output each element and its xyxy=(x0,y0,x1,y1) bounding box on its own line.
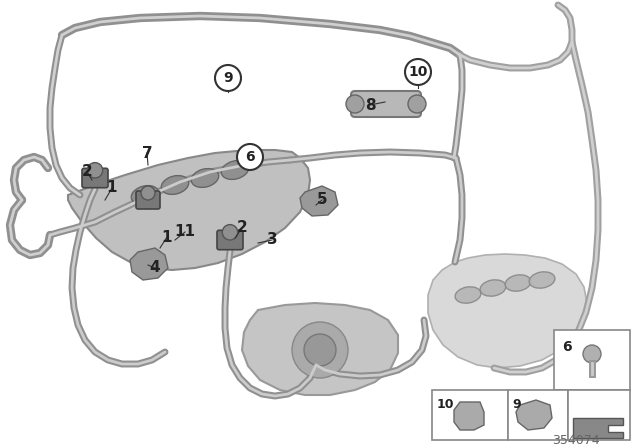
Ellipse shape xyxy=(191,168,219,187)
Circle shape xyxy=(346,95,364,113)
Text: 5: 5 xyxy=(317,193,327,207)
FancyBboxPatch shape xyxy=(136,191,160,209)
Text: 354074: 354074 xyxy=(552,434,600,447)
Text: 11: 11 xyxy=(175,224,195,240)
Text: 2: 2 xyxy=(237,220,248,236)
Polygon shape xyxy=(300,186,338,216)
Text: 1: 1 xyxy=(162,229,172,245)
Text: 7: 7 xyxy=(141,146,152,160)
Text: 4: 4 xyxy=(150,260,160,276)
Circle shape xyxy=(222,224,237,240)
Ellipse shape xyxy=(161,176,189,194)
Circle shape xyxy=(304,334,336,366)
Ellipse shape xyxy=(455,287,481,303)
Text: 9: 9 xyxy=(512,398,520,411)
Polygon shape xyxy=(68,150,310,270)
Text: 10: 10 xyxy=(437,398,454,411)
Text: 2: 2 xyxy=(82,164,92,180)
Circle shape xyxy=(141,186,155,200)
Circle shape xyxy=(237,144,263,170)
Circle shape xyxy=(408,95,426,113)
Polygon shape xyxy=(242,303,398,395)
Circle shape xyxy=(405,59,431,85)
FancyBboxPatch shape xyxy=(82,168,108,188)
Polygon shape xyxy=(454,402,484,430)
Ellipse shape xyxy=(480,280,506,296)
Bar xyxy=(554,330,630,390)
Text: 1: 1 xyxy=(107,181,117,195)
Polygon shape xyxy=(130,248,168,280)
FancyBboxPatch shape xyxy=(217,230,243,250)
Ellipse shape xyxy=(131,185,159,204)
Ellipse shape xyxy=(221,160,249,179)
Ellipse shape xyxy=(529,272,555,288)
Bar xyxy=(432,390,508,440)
Circle shape xyxy=(583,345,601,363)
Polygon shape xyxy=(428,254,587,368)
Ellipse shape xyxy=(505,275,531,291)
Text: 9: 9 xyxy=(223,71,233,85)
Text: 10: 10 xyxy=(408,65,428,79)
Circle shape xyxy=(292,322,348,378)
Polygon shape xyxy=(516,400,552,430)
Circle shape xyxy=(87,163,102,178)
Text: 8: 8 xyxy=(365,98,375,112)
FancyBboxPatch shape xyxy=(351,91,421,117)
Circle shape xyxy=(215,65,241,91)
Text: 3: 3 xyxy=(267,233,277,247)
Text: 6: 6 xyxy=(245,150,255,164)
Text: 6: 6 xyxy=(562,340,572,354)
Polygon shape xyxy=(573,418,623,438)
Bar xyxy=(568,390,630,440)
Bar xyxy=(508,390,568,440)
